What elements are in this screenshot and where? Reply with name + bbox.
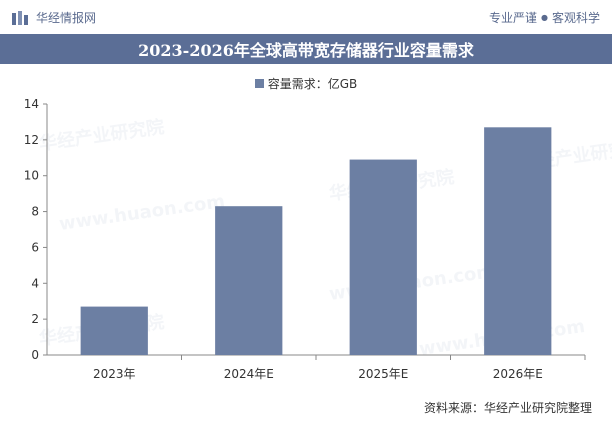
legend-label: 容量需求：亿GB (267, 76, 358, 91)
y-tick-label: 4 (31, 276, 39, 290)
watermark-text: 华经产业研究院 (38, 311, 166, 350)
x-tick-label: 2026年E (493, 367, 543, 381)
bar (484, 127, 552, 355)
legend-swatch (254, 78, 264, 88)
watermark-text: www.huaon.com (328, 261, 496, 305)
tagline-dot: ● (541, 13, 548, 22)
y-tick-label: 14 (24, 97, 39, 111)
y-tick-label: 12 (24, 133, 39, 147)
y-tick-label: 8 (31, 205, 39, 219)
bar (349, 159, 417, 355)
source-note: 资料来源：华经产业研究院整理 (423, 401, 592, 415)
x-tick-label: 2023年 (93, 367, 136, 381)
top-bar: 华经情报网 专业严谨 ● 客观科学 (0, 0, 612, 34)
bar (80, 306, 148, 355)
tagline: 专业严谨 ● 客观科学 (489, 9, 600, 26)
watermark-text: www.huaon.com (418, 316, 586, 360)
x-tick-label: 2025年E (358, 367, 408, 381)
watermark-text: 华经产业研究院 (38, 116, 166, 155)
watermark-text: 华经产业研究院 (518, 136, 612, 175)
y-tick-label: 10 (24, 169, 39, 183)
watermark-text: 华经产业研究院 (328, 166, 456, 205)
brand-mark-icon (12, 10, 28, 25)
watermark-text: www.huaon.com (58, 191, 226, 235)
brand-logo: 华经情报网 (12, 9, 96, 26)
y-tick-label: 6 (31, 240, 39, 254)
brand-name: 华经情报网 (36, 11, 97, 25)
y-tick-label: 2 (31, 312, 39, 326)
tagline-right: 客观科学 (551, 11, 600, 25)
tagline-left: 专业严谨 (488, 11, 537, 25)
chart-title: 2023-2026年全球高带宽存储器行业容量需求 (0, 34, 612, 64)
bar (215, 206, 283, 355)
chart-legend: 容量需求：亿GB (0, 74, 612, 92)
x-tick-label: 2024年E (224, 367, 274, 381)
y-tick-label: 0 (31, 348, 39, 362)
